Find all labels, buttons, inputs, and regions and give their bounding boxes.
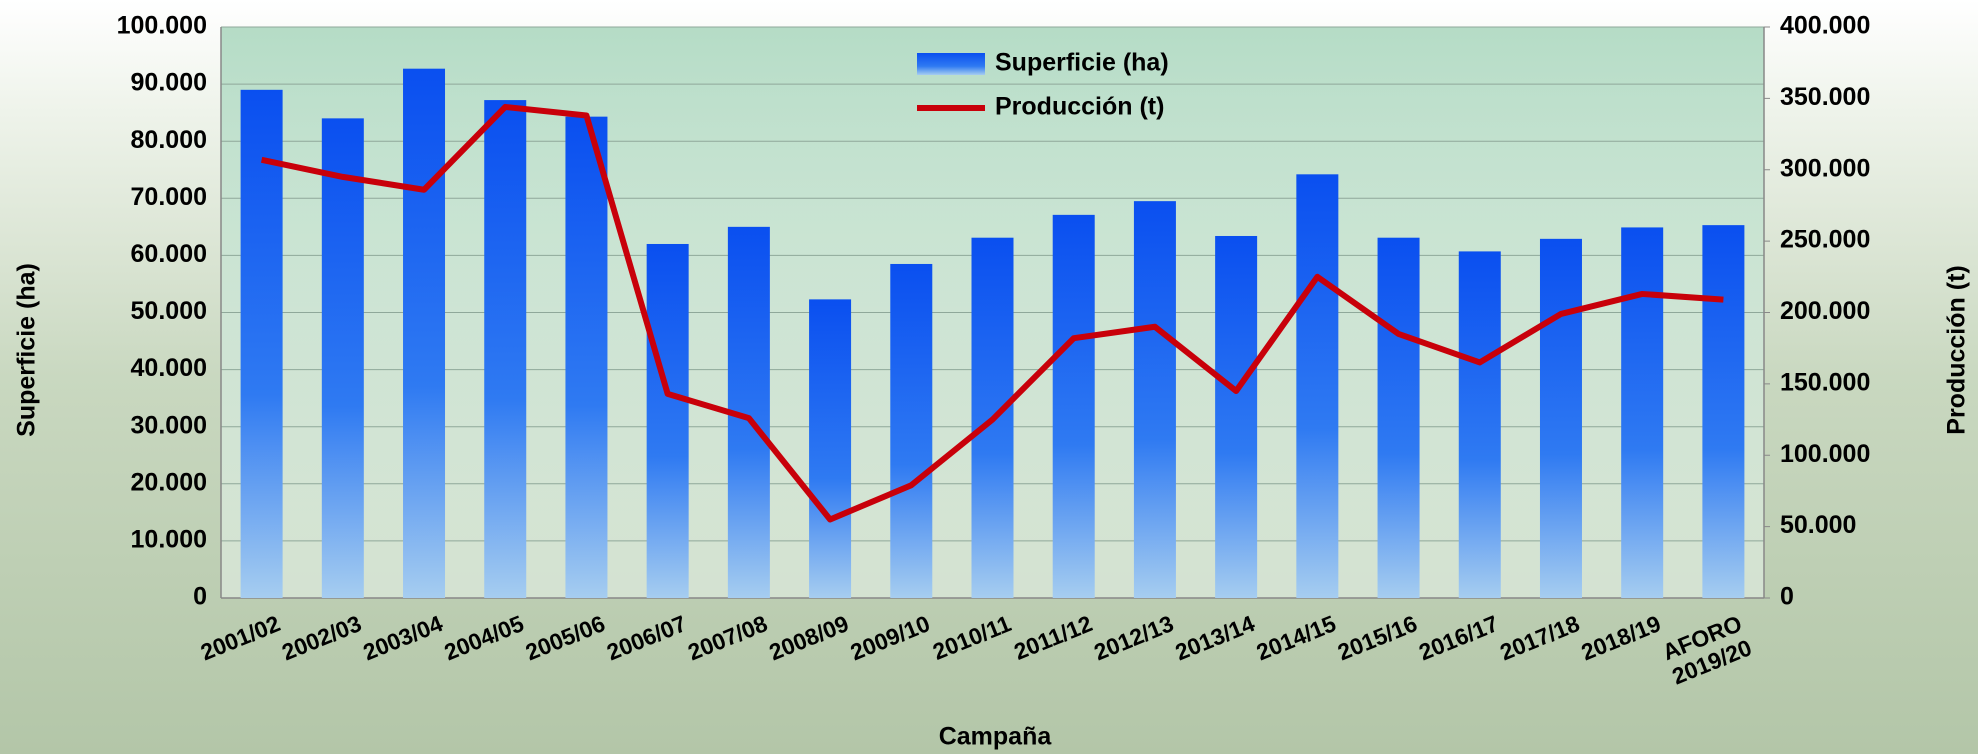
bar: [322, 118, 364, 598]
y2-tick-label: 200.000: [1780, 297, 1870, 325]
y-tick-label: 50.000: [131, 297, 207, 325]
y-tick-label: 20.000: [131, 468, 207, 496]
chart: Campaña Superficie (ha) Producción (t) 0…: [0, 0, 1978, 754]
bar: [1378, 238, 1420, 598]
y-tick-label: 60.000: [131, 240, 207, 268]
bar: [809, 299, 851, 598]
y2-tick-label: 0: [1780, 583, 1794, 611]
bar: [241, 90, 283, 598]
bar: [1296, 174, 1338, 598]
y-tick-label: 80.000: [131, 126, 207, 154]
y-tick-label: 30.000: [131, 411, 207, 439]
bar: [1459, 251, 1501, 598]
y-tick-label: 10.000: [131, 526, 207, 554]
bar: [1621, 227, 1663, 598]
y-axis-title: Superficie (ha): [13, 263, 41, 437]
y2-axis-title: Producción (t): [1943, 265, 1971, 434]
y2-tick-label: 50.000: [1780, 511, 1856, 539]
bar: [647, 244, 689, 598]
y-tick-label: 0: [193, 583, 207, 611]
y2-tick-label: 150.000: [1780, 368, 1870, 396]
y-tick-label: 90.000: [131, 69, 207, 97]
bar: [1134, 201, 1176, 598]
legend-label: Superficie (ha): [995, 49, 1169, 77]
bar: [1540, 239, 1582, 598]
bar: [403, 69, 445, 598]
bar: [1215, 236, 1257, 598]
bar: [1702, 225, 1744, 598]
y2-tick-label: 400.000: [1780, 12, 1870, 40]
bar: [565, 117, 607, 598]
y-tick-label: 40.000: [131, 354, 207, 382]
y2-tick-label: 250.000: [1780, 226, 1870, 254]
bar: [890, 264, 932, 598]
legend-swatch: [917, 53, 985, 75]
bar: [1053, 215, 1095, 598]
y-tick-label: 100.000: [117, 12, 207, 40]
y-tick-label: 70.000: [131, 183, 207, 211]
y2-tick-label: 100.000: [1780, 440, 1870, 468]
bar: [484, 100, 526, 598]
y2-tick-label: 350.000: [1780, 83, 1870, 111]
legend-label: Producción (t): [995, 93, 1164, 121]
y2-tick-label: 300.000: [1780, 154, 1870, 182]
x-axis-title: Campaña: [939, 723, 1053, 751]
